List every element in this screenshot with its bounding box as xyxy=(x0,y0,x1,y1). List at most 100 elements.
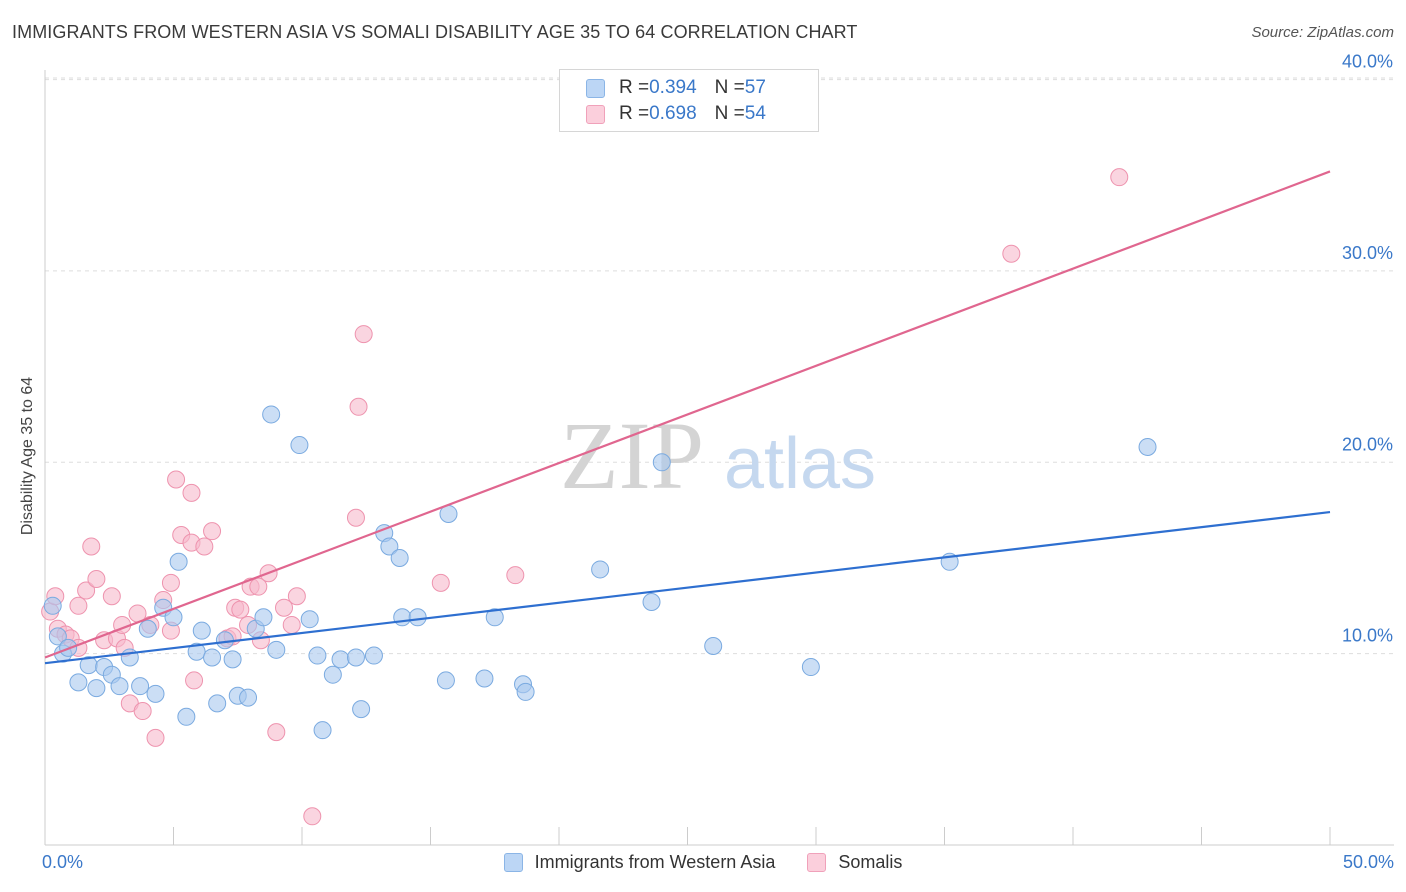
watermark: ZIP atlas xyxy=(560,402,876,509)
somalis-point xyxy=(282,615,301,634)
somalis-point xyxy=(82,537,101,556)
somalis-point xyxy=(349,397,368,416)
legend-item-western-asia[interactable]: Immigrants from Western Asia xyxy=(503,852,776,873)
somalis-point xyxy=(133,702,152,721)
western-asia-point xyxy=(203,648,222,667)
x-tick-label-max: 50.0% xyxy=(1342,852,1394,872)
western-asia-point xyxy=(313,721,332,740)
western-asia-point xyxy=(192,621,211,640)
legend-swatch-pink xyxy=(807,853,827,872)
western-asia-point xyxy=(308,646,327,665)
somalis-point xyxy=(146,728,165,747)
western-asia-point xyxy=(110,677,129,696)
western-asia-trend-line xyxy=(44,510,1331,665)
western-asia-point xyxy=(262,405,281,424)
somalis-point xyxy=(231,600,250,619)
western-asia-point xyxy=(704,636,723,655)
somalis-point xyxy=(182,483,201,502)
western-asia-point xyxy=(131,677,150,696)
legend-swatch-blue xyxy=(503,853,523,872)
legend-swatch-blue xyxy=(586,78,605,98)
somalis-point xyxy=(102,587,121,606)
western-asia-point xyxy=(323,665,342,684)
western-asia-point xyxy=(346,648,365,667)
western-asia-point xyxy=(138,619,157,638)
western-asia-point xyxy=(485,608,504,627)
legend-label: Somalis xyxy=(838,852,903,872)
y-tick-label: 20.0% xyxy=(1342,434,1393,454)
western-asia-point xyxy=(801,658,820,677)
western-asia-point xyxy=(267,640,286,659)
western-asia-point xyxy=(43,596,62,615)
source-label: Source: ZipAtlas.com xyxy=(1251,24,1394,41)
western-asia-point xyxy=(642,592,661,611)
western-asia-point xyxy=(652,453,671,472)
somalis-point xyxy=(69,596,88,615)
legend-row-somalis: R = 0.698 N = 54 xyxy=(586,103,766,125)
western-asia-point xyxy=(364,646,383,665)
western-asia-point xyxy=(208,694,227,713)
western-asia-point xyxy=(475,669,494,688)
somalis-point xyxy=(346,508,365,527)
somalis-point xyxy=(203,522,222,541)
r-value: 0.394 xyxy=(649,77,697,98)
legend-swatch-pink xyxy=(586,104,605,124)
western-asia-point xyxy=(87,679,106,698)
series-legend: Immigrants from Western Asia Somalis xyxy=(0,852,1406,873)
legend-item-somalis[interactable]: Somalis xyxy=(807,852,902,873)
y-tick-label: 40.0% xyxy=(1342,52,1393,72)
watermark-zip: ZIP xyxy=(560,402,704,509)
r-value: 0.698 xyxy=(649,103,697,124)
somalis-point xyxy=(195,537,214,556)
somalis-point xyxy=(185,671,204,690)
r-label: R = xyxy=(619,103,650,124)
western-asia-point xyxy=(436,671,455,690)
legend-label: Immigrants from Western Asia xyxy=(534,852,776,872)
y-tick-label: 10.0% xyxy=(1342,626,1393,646)
western-asia-point xyxy=(177,707,196,726)
trend-lines xyxy=(44,170,1331,665)
correlation-legend: R = 0.394 N = 57 R = 0.698 N = 54 xyxy=(559,69,819,132)
n-label: N = xyxy=(714,103,745,124)
western-asia-point xyxy=(48,627,67,646)
watermark-atlas: atlas xyxy=(724,424,876,504)
somalis-point xyxy=(77,581,96,600)
n-label: N = xyxy=(714,77,745,98)
western-asia-point xyxy=(591,560,610,579)
chart-title: IMMIGRANTS FROM WESTERN ASIA VS SOMALI D… xyxy=(12,22,858,42)
somalis-point xyxy=(249,577,268,596)
somalis-point xyxy=(267,723,286,742)
y-tick-label: 30.0% xyxy=(1342,243,1393,263)
western-asia-point xyxy=(352,700,371,719)
western-asia-point xyxy=(300,610,319,629)
somalis-point xyxy=(1110,168,1129,187)
western-asia-point xyxy=(239,688,258,707)
x-tick-label-min: 0.0% xyxy=(42,852,84,872)
western-asia-point xyxy=(69,673,88,692)
somalis-point xyxy=(167,470,186,489)
western-asia-point xyxy=(223,650,242,669)
western-asia-points xyxy=(43,405,1157,740)
western-asia-point xyxy=(408,608,427,627)
somalis-point xyxy=(287,587,306,606)
somalis-trend-line xyxy=(44,170,1331,659)
somalis-point xyxy=(303,807,322,826)
western-asia-point xyxy=(146,684,165,703)
western-asia-point xyxy=(1138,437,1157,456)
axes xyxy=(44,70,1394,846)
western-asia-point xyxy=(390,548,409,567)
n-value: 57 xyxy=(744,77,766,98)
somalis-point xyxy=(354,325,373,344)
western-asia-point xyxy=(331,650,350,669)
y-tick-labels: 10.0% 20.0% 30.0% 40.0% xyxy=(1342,52,1393,646)
somalis-point xyxy=(275,598,294,617)
r-label: R = xyxy=(619,77,650,98)
western-asia-point xyxy=(254,608,273,627)
n-value: 54 xyxy=(744,103,766,124)
western-asia-point xyxy=(393,608,412,627)
somalis-point xyxy=(1002,244,1021,263)
western-asia-point xyxy=(516,682,535,701)
western-asia-point xyxy=(380,537,399,556)
legend-row-western-asia: R = 0.394 N = 57 xyxy=(586,77,766,99)
